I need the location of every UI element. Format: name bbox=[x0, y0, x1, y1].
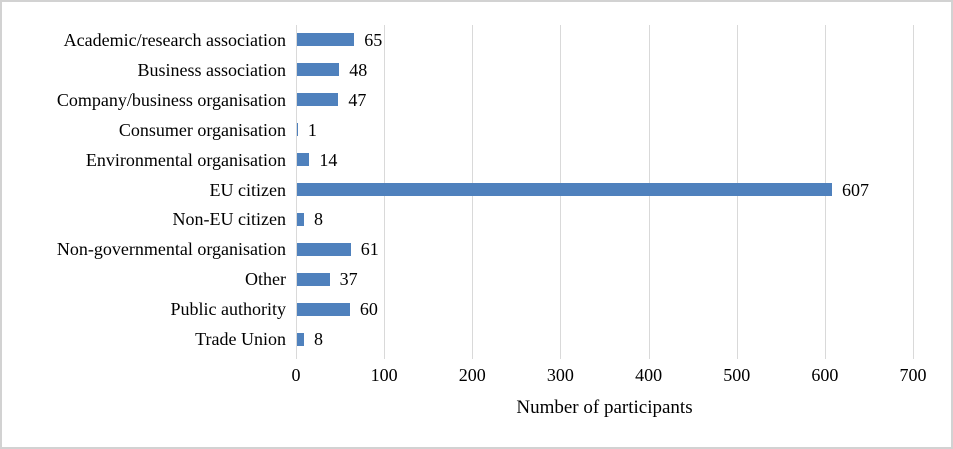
bar bbox=[297, 63, 340, 77]
category-label: EU citizen bbox=[209, 179, 286, 200]
bar bbox=[297, 153, 310, 167]
value-label: 8 bbox=[314, 329, 324, 350]
value-label: 1 bbox=[307, 119, 317, 140]
bar bbox=[297, 123, 298, 137]
category-label: Academic/research association bbox=[63, 29, 286, 50]
category-label: Public authority bbox=[170, 299, 287, 320]
category-label: Business association bbox=[137, 59, 287, 80]
bar bbox=[297, 242, 351, 256]
bar bbox=[297, 183, 833, 196]
x-tick-label-100: 100 bbox=[370, 365, 398, 385]
category-label: Company/business organisation bbox=[56, 89, 286, 110]
bar bbox=[297, 302, 350, 316]
category-label: Consumer organisation bbox=[118, 119, 286, 140]
category-label: Other bbox=[245, 269, 286, 290]
x-tick-label-700: 700 bbox=[899, 365, 927, 385]
x-tick-label-300: 300 bbox=[546, 365, 574, 385]
gridline-0 bbox=[296, 25, 297, 359]
x-tick-label-600: 600 bbox=[811, 365, 839, 385]
bar bbox=[297, 33, 355, 47]
value-label: 61 bbox=[360, 239, 379, 260]
x-tick-label-500: 500 bbox=[723, 365, 751, 385]
category-label: Non-governmental organisation bbox=[56, 239, 286, 260]
value-label: 60 bbox=[359, 299, 378, 320]
value-label: 65 bbox=[364, 29, 383, 50]
x-axis-title: Number of participants bbox=[516, 397, 693, 418]
bar bbox=[297, 212, 305, 226]
value-label: 14 bbox=[319, 149, 338, 170]
bar bbox=[297, 272, 330, 286]
x-tick-label-200: 200 bbox=[458, 365, 486, 385]
category-label: Environmental organisation bbox=[85, 149, 286, 170]
bar bbox=[297, 332, 305, 346]
category-label: Trade Union bbox=[195, 329, 286, 350]
value-label: 47 bbox=[348, 89, 367, 110]
gridline-700 bbox=[913, 25, 914, 359]
category-label: Non-EU citizen bbox=[172, 209, 286, 230]
x-tick-label-0: 0 bbox=[291, 365, 301, 385]
value-label: 607 bbox=[842, 179, 870, 200]
bar bbox=[297, 93, 339, 107]
value-label: 48 bbox=[349, 59, 368, 80]
value-label: 37 bbox=[339, 269, 358, 290]
x-tick-label-400: 400 bbox=[635, 365, 663, 385]
value-label: 8 bbox=[314, 209, 324, 230]
